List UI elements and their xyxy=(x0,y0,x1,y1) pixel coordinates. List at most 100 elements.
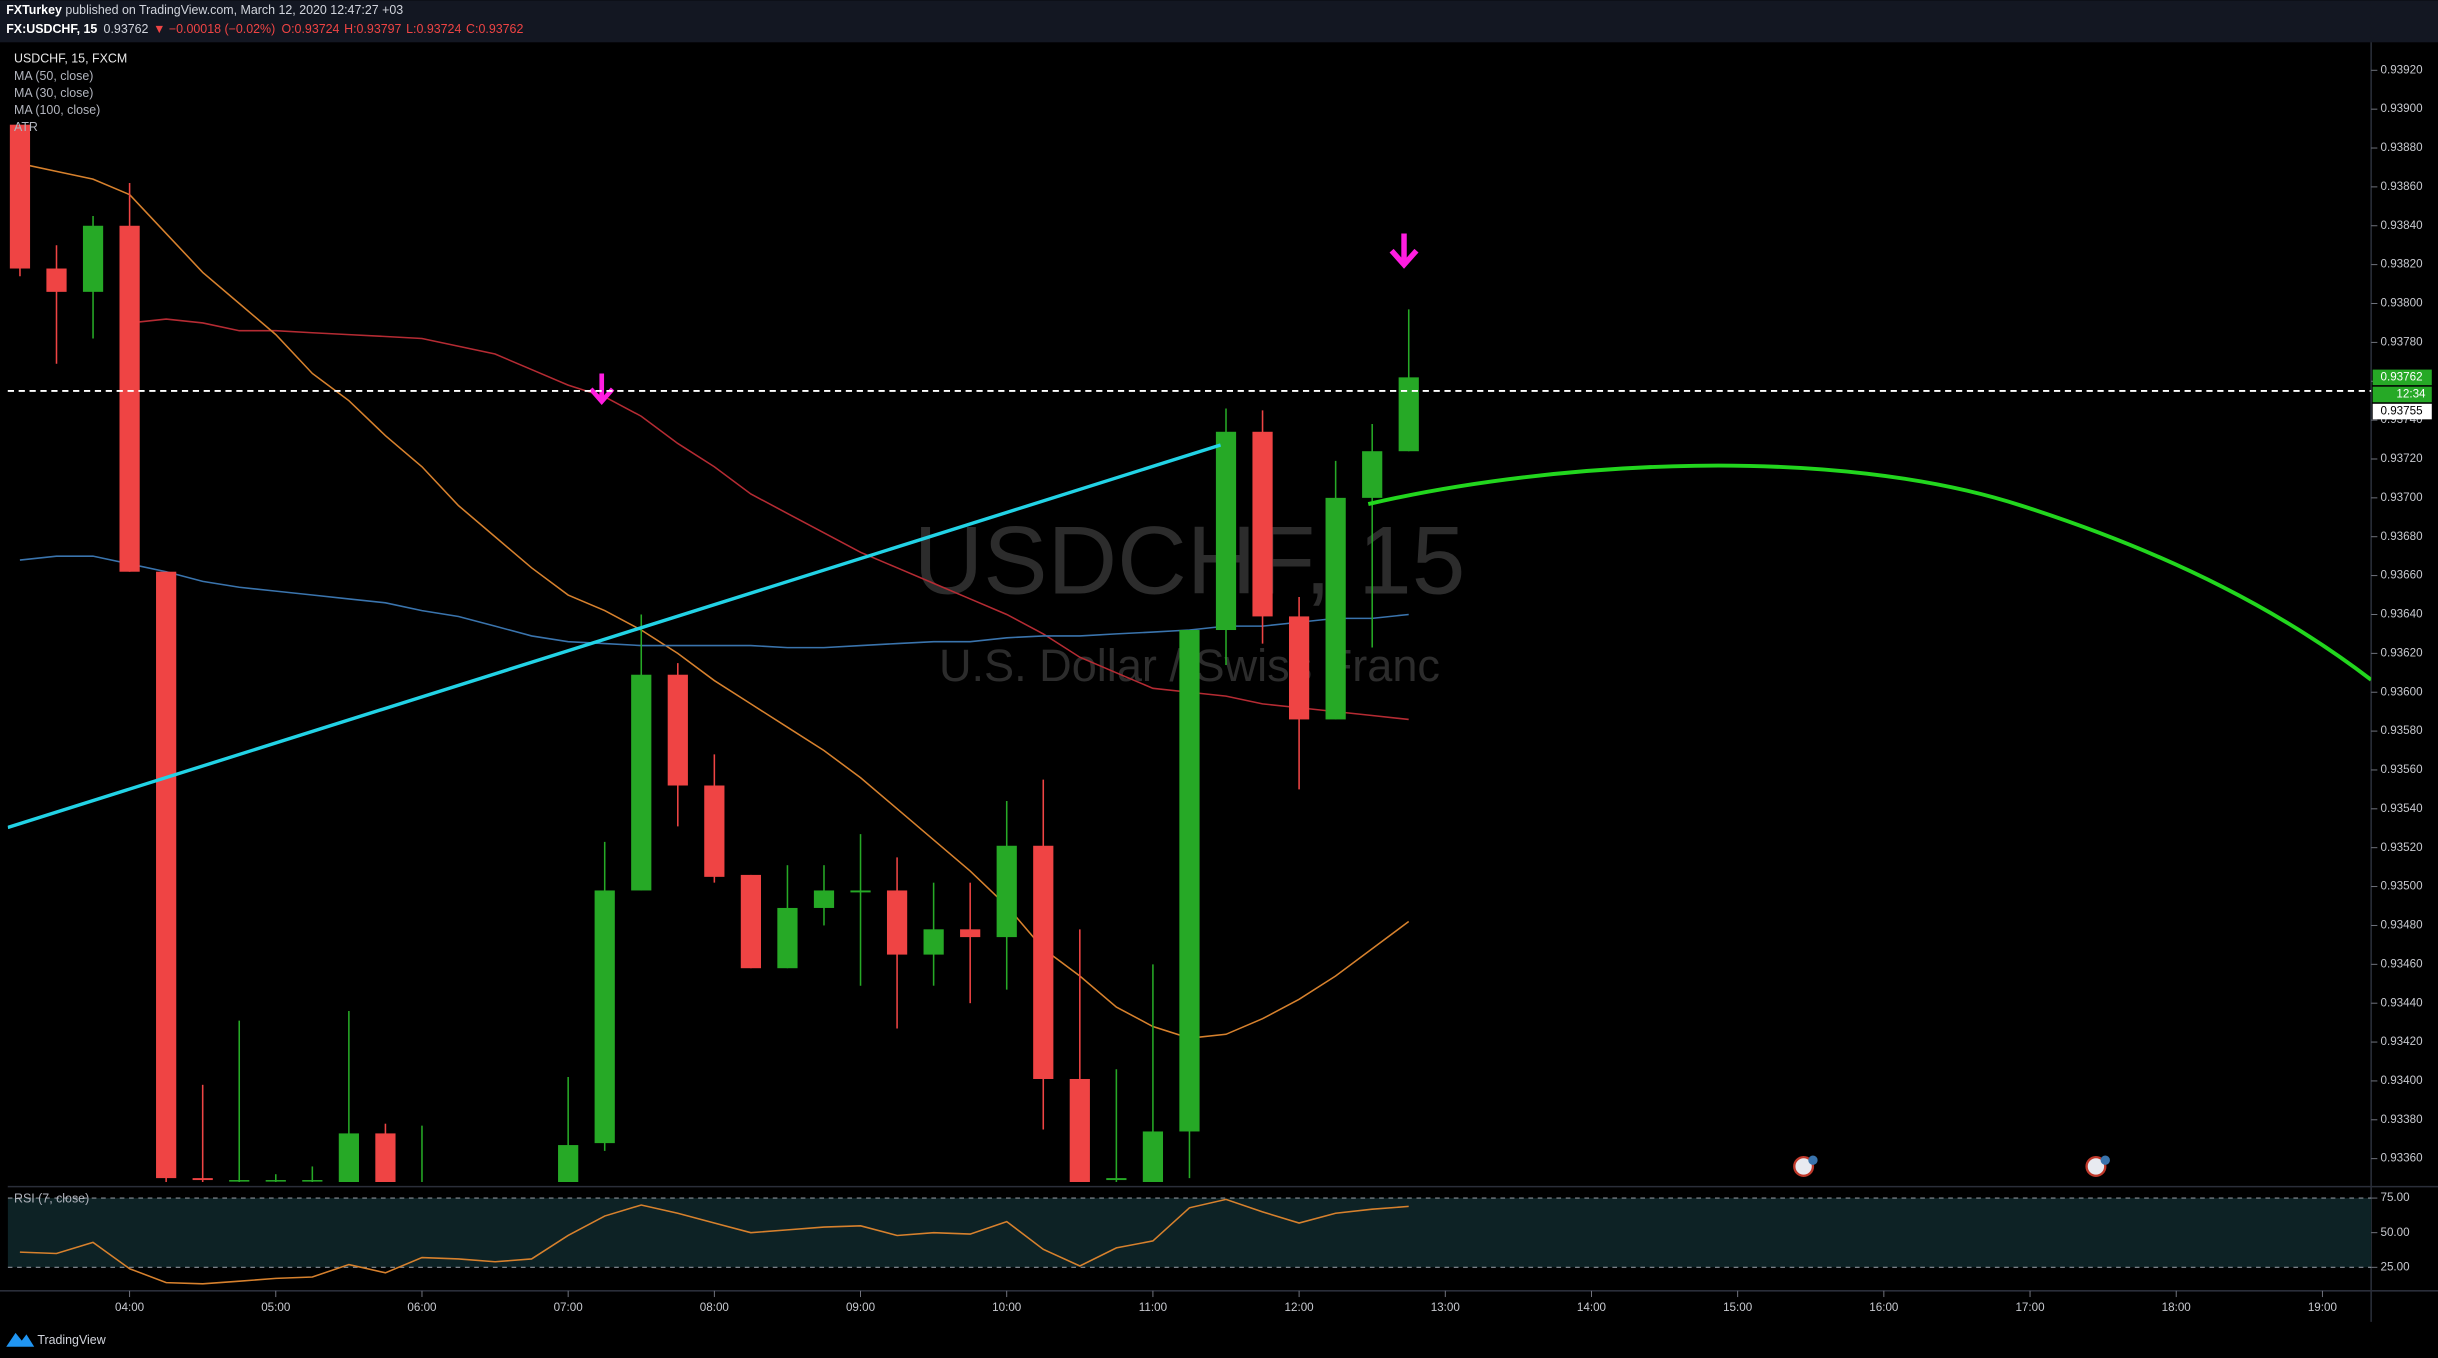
candle-body xyxy=(923,929,944,955)
x-tick-label: 19:00 xyxy=(2308,1301,2338,1314)
candle-body xyxy=(1069,1078,1090,1182)
series-line xyxy=(19,1198,1409,1285)
candle-body xyxy=(9,124,31,269)
last-price-tag xyxy=(2372,369,2432,386)
main-pane xyxy=(9,124,1419,1182)
event-icon xyxy=(1793,1155,1818,1177)
candle-body xyxy=(996,845,1017,938)
price-line-tag xyxy=(2372,403,2432,420)
last-price-label: 0.93762 xyxy=(2380,370,2422,383)
ohlc-close: C:0.93762 xyxy=(466,22,523,36)
y-tick-label: 0.93840 xyxy=(2380,219,2423,232)
candle-body xyxy=(777,907,798,969)
candle-body xyxy=(1325,497,1346,720)
candle-body xyxy=(119,225,140,572)
sell-arrow xyxy=(1389,233,1419,269)
candle-body xyxy=(1362,451,1383,498)
y-tick-label: 0.93460 xyxy=(2380,957,2423,970)
author: FXTurkey xyxy=(6,3,62,17)
watermark-title: USDCHF, 15 xyxy=(914,507,1466,614)
candle-body xyxy=(82,225,104,292)
series-line xyxy=(19,555,1409,649)
candle-body xyxy=(704,785,725,877)
candle-body xyxy=(960,929,981,938)
y-tick-label: 0.93580 xyxy=(2380,724,2423,737)
candle-body xyxy=(1179,630,1200,1132)
x-tick-label: 14:00 xyxy=(1577,1301,1607,1314)
legend-title: USDCHF, 15, FXCM xyxy=(14,52,127,66)
candle-body xyxy=(1288,616,1310,720)
footer: TradingView xyxy=(6,1332,106,1347)
trend-line xyxy=(7,443,1222,830)
published: published on TradingView.com, March 12, … xyxy=(62,3,403,17)
y-tick-label: 0.93620 xyxy=(2380,646,2423,659)
ohlc-high: H:0.93797 xyxy=(344,22,401,36)
y-tick-label: 0.93480 xyxy=(2380,919,2423,932)
ohlc-open: O:0.93724 xyxy=(281,22,339,36)
x-tick-label: 12:00 xyxy=(1285,1301,1315,1314)
y-tick-label: 0.93860 xyxy=(2380,180,2423,193)
brand: TradingView xyxy=(37,1333,105,1347)
x-tick-label: 11:00 xyxy=(1139,1301,1168,1314)
candle-body xyxy=(192,1178,213,1181)
legend-entry: MA (30, close) xyxy=(14,86,93,100)
y-tick-label: 50.00 xyxy=(2380,1226,2410,1239)
candle-body xyxy=(265,1180,286,1182)
candle-body xyxy=(1142,1131,1164,1182)
x-tick-label: 08:00 xyxy=(700,1301,730,1314)
symbol-line: FX:USDCHF, 15 0.93762 ▼ −0.00018 (−0.02%) O… xyxy=(6,22,523,36)
logo xyxy=(6,1332,35,1347)
y-tick-label: 0.93420 xyxy=(2380,1035,2423,1048)
y-tick-label: 0.93700 xyxy=(2380,491,2423,504)
countdown: 12:34 xyxy=(2396,388,2426,401)
candle-body xyxy=(229,1180,250,1182)
candle-body xyxy=(740,874,762,969)
header-line: FXTurkey published on TradingView.com, M… xyxy=(6,3,403,17)
last: 0.93762 xyxy=(104,22,149,36)
candle-body xyxy=(594,890,615,1144)
x-tick-label: 09:00 xyxy=(846,1301,876,1314)
legend-entry: ATR xyxy=(14,120,38,134)
candle-body xyxy=(156,571,177,1179)
candle-body xyxy=(850,890,871,893)
candle-body xyxy=(813,890,835,908)
change: ▼ −0.00018 (−0.02%) xyxy=(153,22,275,36)
symbol: FX:USDCHF, 15 xyxy=(6,22,97,36)
header-bar xyxy=(0,0,2438,43)
legend-entry: MA (100, close) xyxy=(14,103,100,117)
legend: USDCHF, 15, FXCM MA (50, close) MA (30, … xyxy=(14,52,127,1206)
countdown-tag xyxy=(2372,386,2432,403)
y-tick-label: 0.93600 xyxy=(2380,685,2423,698)
y-tick-label: 0.93920 xyxy=(2380,63,2423,76)
drawings xyxy=(7,233,2372,830)
candle-body xyxy=(46,268,67,292)
event-icon xyxy=(2085,1155,2110,1177)
y-tick-label: 0.93400 xyxy=(2380,1074,2423,1087)
y-tick-label: 0.93720 xyxy=(2380,452,2423,465)
y-tick-label: 0.93380 xyxy=(2380,1113,2423,1126)
candle-body xyxy=(558,1145,579,1182)
x-tick-label: 18:00 xyxy=(2162,1301,2192,1314)
rsi-title: RSI (7, close) xyxy=(14,1191,89,1205)
y-tick-label: 25.00 xyxy=(2380,1260,2410,1273)
legend-entry: MA (50, close) xyxy=(14,69,93,83)
rsi-band xyxy=(7,1198,2372,1268)
y-tick-label: 0.93660 xyxy=(2380,569,2423,582)
candle-body xyxy=(631,674,652,891)
candle-body xyxy=(302,1180,323,1182)
y-tick-label: 0.93900 xyxy=(2380,102,2423,115)
candle-body xyxy=(886,890,908,955)
price-line-label: 0.93755 xyxy=(2380,405,2422,418)
x-tick-label: 10:00 xyxy=(992,1301,1022,1314)
y-tick-label: 0.93360 xyxy=(2380,1152,2423,1165)
y-tick-label: 0.93680 xyxy=(2380,530,2423,543)
candle-body xyxy=(338,1133,359,1182)
x-tick-label: 15:00 xyxy=(1723,1301,1753,1314)
candle-body xyxy=(375,1133,396,1182)
series-line xyxy=(19,162,1410,1039)
y-tick-label: 0.93640 xyxy=(2380,608,2423,621)
y-tick-label: 0.93560 xyxy=(2380,763,2423,776)
candle-body xyxy=(667,674,688,786)
